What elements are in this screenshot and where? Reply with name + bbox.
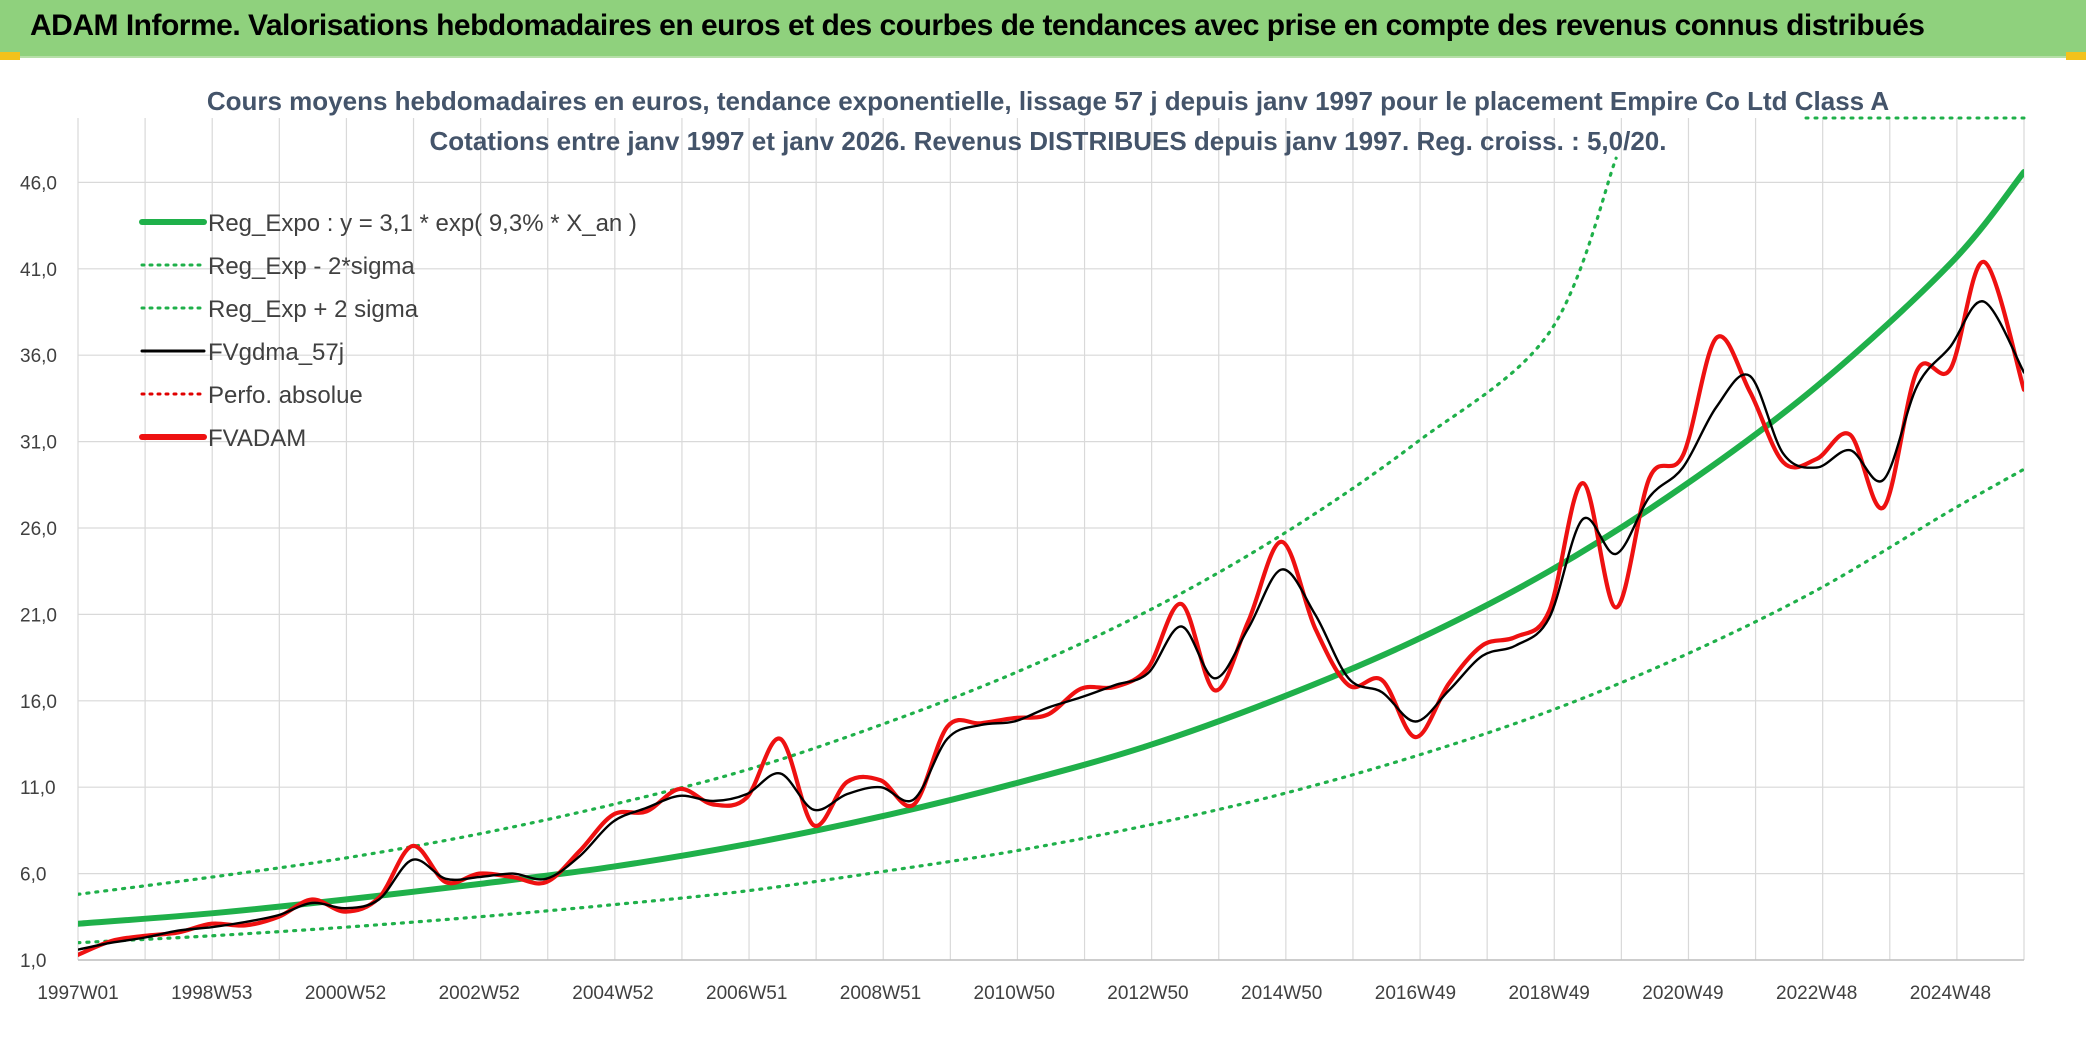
- y-tick-label-8: 41,0: [20, 260, 57, 281]
- x-tick-label-9: 2014W50: [1241, 983, 1322, 1004]
- x-tick-label-0: 1997W01: [37, 983, 118, 1004]
- y-tick-label-1: 6,0: [20, 865, 46, 886]
- y-axis-ticks: 1,0 6,0 11,0 16,0 21,0 26,0 31,0 36,0 41,0 46,0: [20, 173, 57, 972]
- y-tick-label-7: 36,0: [20, 346, 57, 367]
- series-fvadam: [78, 259, 2024, 957]
- y-tick-label-4: 21,0: [20, 605, 57, 626]
- chart-legend: Reg_Expo : y = 3,1 * exp( 9,3% * X_an ) R…: [139, 210, 637, 452]
- y-tick-label-3: 16,0: [20, 692, 57, 713]
- x-tick-label-12: 2020W49: [1642, 983, 1723, 1004]
- x-tick-label-6: 2008W51: [840, 983, 921, 1004]
- chart-subtitle-line2: Cotations entre janv 1997 et janv 2026. …: [430, 126, 1667, 156]
- legend-label-1: Reg_Exp - 2*sigma: [208, 253, 415, 280]
- y-tick-label-2: 11,0: [20, 778, 56, 799]
- x-tick-label-1: 1998W53: [171, 983, 252, 1004]
- y-tick-label-5: 26,0: [20, 519, 57, 540]
- legend-label-0: Reg_Expo : y = 3,1 * exp( 9,3% * X_an ): [208, 210, 637, 237]
- x-tick-label-11: 2018W49: [1509, 983, 1590, 1004]
- y-tick-label-9: 46,0: [20, 173, 57, 194]
- x-tick-label-3: 2002W52: [439, 983, 520, 1004]
- legend-label-2: Reg_Exp + 2 sigma: [208, 296, 419, 323]
- chart-subtitle-line1: Cours moyens hebdomadaires en euros, ten…: [207, 86, 1890, 116]
- grid-lines: [77, 118, 2025, 961]
- report-title: ADAM Informe. Valorisations hebdomadaire…: [30, 9, 1925, 42]
- x-tick-label-7: 2010W50: [974, 983, 1055, 1004]
- x-tick-label-4: 2004W52: [572, 983, 653, 1004]
- report-banner: ADAM Informe. Valorisations hebdomadaire…: [0, 0, 2086, 58]
- legend-label-5: FVADAM: [208, 425, 306, 452]
- x-tick-label-14: 2024W48: [1910, 983, 1991, 1004]
- series-fvgdma-57j: [78, 300, 2024, 951]
- series-reg-plus-2sigma: [78, 156, 1618, 896]
- series-lines: [78, 156, 2024, 957]
- x-tick-label-2: 2000W52: [305, 983, 386, 1004]
- x-axis-ticks: 1997W01 1998W53 2000W52 2002W52 2004W52 2006W…: [37, 983, 1991, 1004]
- legend-label-4: Perfo. absolue: [208, 382, 363, 409]
- legend-label-3: FVgdma_57j: [208, 339, 344, 366]
- y-tick-label-6: 31,0: [20, 433, 57, 454]
- y-tick-label-0: 1,0: [20, 951, 46, 972]
- x-tick-label-5: 2006W51: [706, 983, 787, 1004]
- x-tick-label-13: 2022W48: [1776, 983, 1857, 1004]
- x-tick-label-10: 2016W49: [1375, 983, 1456, 1004]
- banner-corner-left: [0, 52, 20, 60]
- x-tick-label-8: 2012W50: [1107, 983, 1188, 1004]
- banner-corner-right: [2066, 52, 2086, 60]
- series-reg-expo: [78, 169, 2024, 927]
